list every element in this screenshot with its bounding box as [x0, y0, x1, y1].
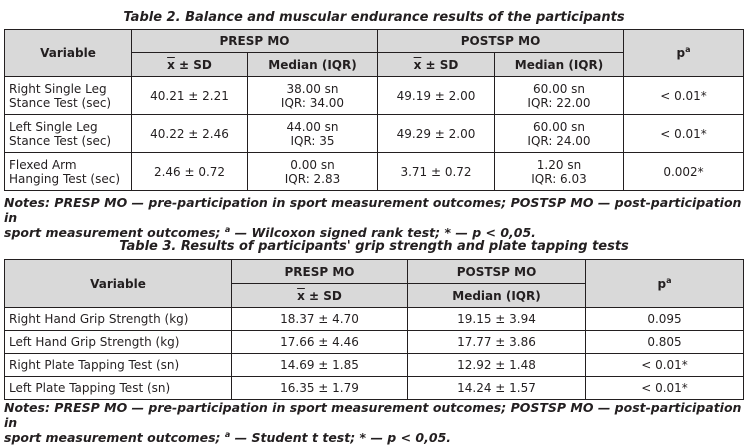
t3-header-postsp: POSTSP MO — [407, 259, 586, 284]
table-row: Right Plate Tapping Test (sn) 14.69 ± 1.… — [4, 353, 744, 377]
table3-notes: Notes: PRESP MO — pre-participation in s… — [4, 400, 742, 445]
table-row: Left Hand Grip Strength (kg) 17.66 ± 4.4… — [4, 330, 744, 354]
t3-cell-variable: Right Plate Tapping Test (sn) — [4, 353, 232, 377]
table3-caption: Table 3. Results of participants' grip s… — [119, 239, 629, 254]
t3-header-p: pa — [585, 259, 744, 308]
t3-cell-post: 17.77 ± 3.86 — [407, 330, 586, 354]
t3-cell-pre: 18.37 ± 4.70 — [231, 307, 408, 331]
t2-header-postsp: POSTSP MO — [377, 29, 624, 53]
t3-header-variable: Variable — [4, 259, 232, 308]
table-row: Left Single Leg Stance Test (sec) 40.22 ±… — [4, 114, 744, 153]
t2-cell-post-mean: 49.19 ± 2.00 — [377, 76, 495, 115]
t3-cell-post: 12.92 ± 1.48 — [407, 353, 586, 377]
t2-cell-variable: Right Single Leg Stance Test (sec) — [4, 76, 132, 115]
t2-header-presp: PRESP MO — [131, 29, 378, 53]
t3-header-mean-sd: x ± SD — [231, 283, 408, 308]
t3-cell-variable: Left Plate Tapping Test (sn) — [4, 376, 232, 400]
table-row: Right Single Leg Stance Test (sec) 40.21 … — [4, 76, 744, 115]
t3-cell-pre: 14.69 ± 1.85 — [231, 353, 408, 377]
t2-cell-post-mean: 3.71 ± 0.72 — [377, 152, 495, 191]
table2: Variable PRESP MO POSTSP MO pa x ± SD Me… — [4, 29, 744, 191]
t2-header-pre-mean-sd: x ± SD — [131, 52, 248, 77]
t2-cell-post-mean: 49.29 ± 2.00 — [377, 114, 495, 153]
t2-cell-pre-mean: 2.46 ± 0.72 — [131, 152, 248, 191]
table2-notes: Notes: PRESP MO — pre-participation in s… — [4, 195, 742, 240]
table-row: Flexed Arm Hanging Test (sec) 2.46 ± 0.72… — [4, 152, 744, 191]
t2-cell-post-median: 60.00 sn IQR: 22.00 — [494, 76, 624, 115]
t3-header-median: Median (IQR) — [407, 283, 586, 308]
t3-cell-p: < 0.01* — [585, 376, 744, 400]
t3-cell-post: 14.24 ± 1.57 — [407, 376, 586, 400]
t2-header-post-mean-sd: x ± SD — [377, 52, 495, 77]
t2-cell-variable: Flexed Arm Hanging Test (sec) — [4, 152, 132, 191]
t3-cell-pre: 17.66 ± 4.46 — [231, 330, 408, 354]
t2-cell-variable: Left Single Leg Stance Test (sec) — [4, 114, 132, 153]
t2-cell-p: < 0.01* — [623, 76, 744, 115]
t3-cell-p: 0.095 — [585, 307, 744, 331]
t3-cell-p: 0.805 — [585, 330, 744, 354]
t3-cell-variable: Right Hand Grip Strength (kg) — [4, 307, 232, 331]
t2-cell-p: 0.002* — [623, 152, 744, 191]
table2-caption: Table 2. Balance and muscular endurance … — [123, 10, 625, 25]
t2-cell-post-median: 1.20 sn IQR: 6.03 — [494, 152, 624, 191]
t2-header-pre-median: Median (IQR) — [247, 52, 378, 77]
t2-cell-post-median: 60.00 sn IQR: 24.00 — [494, 114, 624, 153]
t3-cell-variable: Left Hand Grip Strength (kg) — [4, 330, 232, 354]
t2-header-variable: Variable — [4, 29, 132, 77]
t2-cell-p: < 0.01* — [623, 114, 744, 153]
table-row: Right Hand Grip Strength (kg) 18.37 ± 4.… — [4, 307, 744, 331]
t2-header-post-median: Median (IQR) — [494, 52, 624, 77]
t3-cell-p: < 0.01* — [585, 353, 744, 377]
table3: Variable PRESP MO POSTSP MO pa x ± SD Me… — [4, 259, 744, 400]
table-row: Left Plate Tapping Test (sn) 16.35 ± 1.7… — [4, 376, 744, 400]
t3-cell-pre: 16.35 ± 1.79 — [231, 376, 408, 400]
t2-cell-pre-mean: 40.21 ± 2.21 — [131, 76, 248, 115]
t2-cell-pre-mean: 40.22 ± 2.46 — [131, 114, 248, 153]
t3-cell-post: 19.15 ± 3.94 — [407, 307, 586, 331]
t3-header-presp: PRESP MO — [231, 259, 408, 284]
t2-cell-pre-median: 44.00 sn IQR: 35 — [247, 114, 378, 153]
t2-cell-pre-median: 38.00 sn IQR: 34.00 — [247, 76, 378, 115]
t2-cell-pre-median: 0.00 sn IQR: 2.83 — [247, 152, 378, 191]
t2-header-p: pa — [623, 29, 744, 77]
